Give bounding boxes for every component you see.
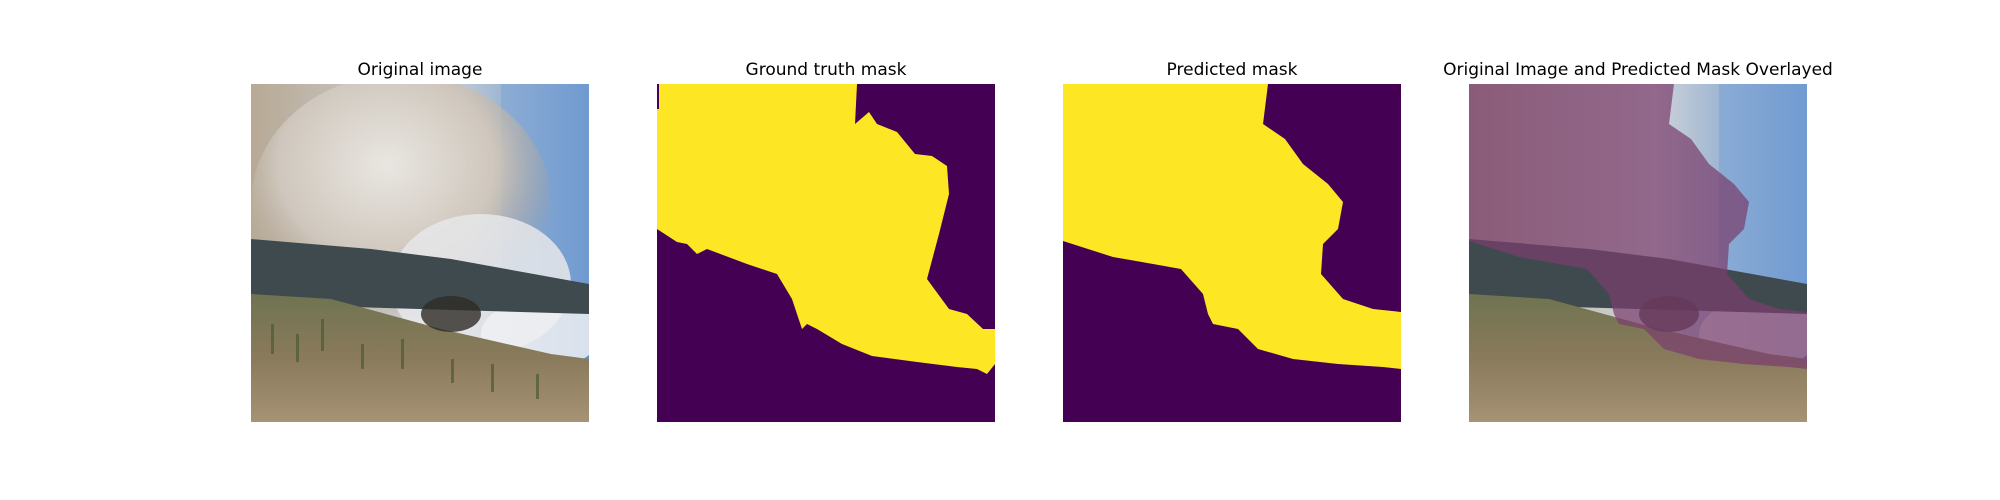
- original-photo: [251, 84, 589, 422]
- panel-title: Original Image and Predicted Mask Overla…: [1443, 60, 1833, 80]
- mask-foreground-region: [657, 84, 995, 374]
- panel-title: Ground truth mask: [745, 60, 907, 80]
- overlay-predicted-region: [1469, 84, 1807, 369]
- mask-foreground-region: [1063, 84, 1401, 369]
- ground-truth-mask-image: [657, 84, 995, 422]
- predicted-mask-image: [1063, 84, 1401, 422]
- overlay-image: [1469, 84, 1807, 422]
- panel-title: Predicted mask: [1166, 60, 1298, 80]
- panel-title: Original image: [357, 60, 483, 80]
